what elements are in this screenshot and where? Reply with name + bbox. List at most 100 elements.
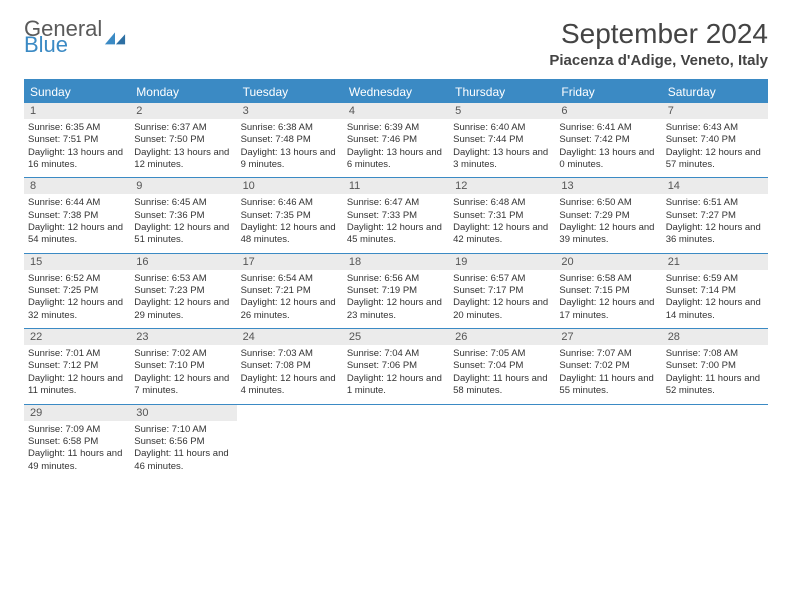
- day-number: 9: [130, 178, 236, 194]
- day-number: 5: [449, 103, 555, 119]
- day-details: Sunrise: 6:48 AM Sunset: 7:31 PM Dayligh…: [449, 194, 555, 252]
- day-details: Sunrise: 7:09 AM Sunset: 6:58 PM Dayligh…: [24, 421, 130, 479]
- logo: General Blue: [24, 18, 126, 56]
- header: General Blue September 2024 Piacenza d'A…: [24, 18, 768, 69]
- day-number: 23: [130, 329, 236, 345]
- calendar-day: 1Sunrise: 6:35 AM Sunset: 7:51 PM Daylig…: [24, 103, 130, 177]
- day-number: 13: [555, 178, 661, 194]
- calendar-day: ..: [662, 405, 768, 479]
- day-number: 6: [555, 103, 661, 119]
- weekday-label: Wednesday: [343, 81, 449, 103]
- day-details: Sunrise: 6:58 AM Sunset: 7:15 PM Dayligh…: [555, 270, 661, 328]
- day-details: Sunrise: 7:08 AM Sunset: 7:00 PM Dayligh…: [662, 345, 768, 403]
- day-number: 3: [237, 103, 343, 119]
- day-number: 8: [24, 178, 130, 194]
- calendar-day: 26Sunrise: 7:05 AM Sunset: 7:04 PM Dayli…: [449, 329, 555, 403]
- day-number: 7: [662, 103, 768, 119]
- weekday-row: SundayMondayTuesdayWednesdayThursdayFrid…: [24, 81, 768, 103]
- day-details: Sunrise: 6:37 AM Sunset: 7:50 PM Dayligh…: [130, 119, 236, 177]
- weekday-label: Thursday: [449, 81, 555, 103]
- calendar-day: 4Sunrise: 6:39 AM Sunset: 7:46 PM Daylig…: [343, 103, 449, 177]
- day-number: 19: [449, 254, 555, 270]
- day-number: 17: [237, 254, 343, 270]
- day-details: Sunrise: 6:59 AM Sunset: 7:14 PM Dayligh…: [662, 270, 768, 328]
- calendar-week: 8Sunrise: 6:44 AM Sunset: 7:38 PM Daylig…: [24, 178, 768, 253]
- day-details: Sunrise: 6:46 AM Sunset: 7:35 PM Dayligh…: [237, 194, 343, 252]
- day-details: Sunrise: 7:07 AM Sunset: 7:02 PM Dayligh…: [555, 345, 661, 403]
- day-details: Sunrise: 7:03 AM Sunset: 7:08 PM Dayligh…: [237, 345, 343, 403]
- calendar-day: 21Sunrise: 6:59 AM Sunset: 7:14 PM Dayli…: [662, 254, 768, 328]
- day-number: 16: [130, 254, 236, 270]
- day-details: Sunrise: 6:47 AM Sunset: 7:33 PM Dayligh…: [343, 194, 449, 252]
- day-details: Sunrise: 6:51 AM Sunset: 7:27 PM Dayligh…: [662, 194, 768, 252]
- calendar-day: 30Sunrise: 7:10 AM Sunset: 6:56 PM Dayli…: [130, 405, 236, 479]
- calendar-day: 19Sunrise: 6:57 AM Sunset: 7:17 PM Dayli…: [449, 254, 555, 328]
- day-details: Sunrise: 6:56 AM Sunset: 7:19 PM Dayligh…: [343, 270, 449, 328]
- calendar-day: 18Sunrise: 6:56 AM Sunset: 7:19 PM Dayli…: [343, 254, 449, 328]
- calendar-day: ..: [343, 405, 449, 479]
- weekday-label: Monday: [130, 81, 236, 103]
- day-number: 29: [24, 405, 130, 421]
- calendar-day: 28Sunrise: 7:08 AM Sunset: 7:00 PM Dayli…: [662, 329, 768, 403]
- location: Piacenza d'Adige, Veneto, Italy: [549, 52, 768, 69]
- day-details: Sunrise: 6:41 AM Sunset: 7:42 PM Dayligh…: [555, 119, 661, 177]
- day-number: 1: [24, 103, 130, 119]
- title-block: September 2024 Piacenza d'Adige, Veneto,…: [549, 18, 768, 69]
- calendar-day: 15Sunrise: 6:52 AM Sunset: 7:25 PM Dayli…: [24, 254, 130, 328]
- calendar-day: 8Sunrise: 6:44 AM Sunset: 7:38 PM Daylig…: [24, 178, 130, 252]
- calendar-week: 22Sunrise: 7:01 AM Sunset: 7:12 PM Dayli…: [24, 329, 768, 404]
- calendar-day: 3Sunrise: 6:38 AM Sunset: 7:48 PM Daylig…: [237, 103, 343, 177]
- day-number: 25: [343, 329, 449, 345]
- day-details: Sunrise: 6:52 AM Sunset: 7:25 PM Dayligh…: [24, 270, 130, 328]
- day-number: 20: [555, 254, 661, 270]
- calendar-week: 1Sunrise: 6:35 AM Sunset: 7:51 PM Daylig…: [24, 103, 768, 178]
- day-number: 30: [130, 405, 236, 421]
- day-details: Sunrise: 6:39 AM Sunset: 7:46 PM Dayligh…: [343, 119, 449, 177]
- calendar-day: 10Sunrise: 6:46 AM Sunset: 7:35 PM Dayli…: [237, 178, 343, 252]
- month-title: September 2024: [549, 18, 768, 50]
- calendar: SundayMondayTuesdayWednesdayThursdayFrid…: [24, 79, 768, 479]
- weekday-label: Friday: [555, 81, 661, 103]
- calendar-day: 9Sunrise: 6:45 AM Sunset: 7:36 PM Daylig…: [130, 178, 236, 252]
- logo-text: General Blue: [24, 18, 102, 56]
- calendar-day: ..: [555, 405, 661, 479]
- day-details: Sunrise: 6:45 AM Sunset: 7:36 PM Dayligh…: [130, 194, 236, 252]
- day-details: Sunrise: 6:43 AM Sunset: 7:40 PM Dayligh…: [662, 119, 768, 177]
- calendar-day: 25Sunrise: 7:04 AM Sunset: 7:06 PM Dayli…: [343, 329, 449, 403]
- calendar-day: 22Sunrise: 7:01 AM Sunset: 7:12 PM Dayli…: [24, 329, 130, 403]
- logo-icon: [104, 28, 126, 46]
- calendar-day: 29Sunrise: 7:09 AM Sunset: 6:58 PM Dayli…: [24, 405, 130, 479]
- calendar-day: 6Sunrise: 6:41 AM Sunset: 7:42 PM Daylig…: [555, 103, 661, 177]
- calendar-day: 20Sunrise: 6:58 AM Sunset: 7:15 PM Dayli…: [555, 254, 661, 328]
- day-number: 11: [343, 178, 449, 194]
- calendar-week: 15Sunrise: 6:52 AM Sunset: 7:25 PM Dayli…: [24, 254, 768, 329]
- day-details: Sunrise: 7:10 AM Sunset: 6:56 PM Dayligh…: [130, 421, 236, 479]
- calendar-weeks: 1Sunrise: 6:35 AM Sunset: 7:51 PM Daylig…: [24, 103, 768, 479]
- calendar-week: 29Sunrise: 7:09 AM Sunset: 6:58 PM Dayli…: [24, 405, 768, 479]
- calendar-day: 23Sunrise: 7:02 AM Sunset: 7:10 PM Dayli…: [130, 329, 236, 403]
- day-details: Sunrise: 6:50 AM Sunset: 7:29 PM Dayligh…: [555, 194, 661, 252]
- calendar-day: 7Sunrise: 6:43 AM Sunset: 7:40 PM Daylig…: [662, 103, 768, 177]
- calendar-day: ..: [237, 405, 343, 479]
- calendar-day: 27Sunrise: 7:07 AM Sunset: 7:02 PM Dayli…: [555, 329, 661, 403]
- day-number: 12: [449, 178, 555, 194]
- calendar-day: 24Sunrise: 7:03 AM Sunset: 7:08 PM Dayli…: [237, 329, 343, 403]
- day-details: Sunrise: 7:02 AM Sunset: 7:10 PM Dayligh…: [130, 345, 236, 403]
- day-number: 15: [24, 254, 130, 270]
- calendar-day: 14Sunrise: 6:51 AM Sunset: 7:27 PM Dayli…: [662, 178, 768, 252]
- day-number: 10: [237, 178, 343, 194]
- calendar-day: 12Sunrise: 6:48 AM Sunset: 7:31 PM Dayli…: [449, 178, 555, 252]
- calendar-day: 13Sunrise: 6:50 AM Sunset: 7:29 PM Dayli…: [555, 178, 661, 252]
- calendar-day: 16Sunrise: 6:53 AM Sunset: 7:23 PM Dayli…: [130, 254, 236, 328]
- weekday-label: Saturday: [662, 81, 768, 103]
- calendar-day: 17Sunrise: 6:54 AM Sunset: 7:21 PM Dayli…: [237, 254, 343, 328]
- day-details: Sunrise: 6:38 AM Sunset: 7:48 PM Dayligh…: [237, 119, 343, 177]
- day-number: 18: [343, 254, 449, 270]
- calendar-day: 5Sunrise: 6:40 AM Sunset: 7:44 PM Daylig…: [449, 103, 555, 177]
- day-number: 27: [555, 329, 661, 345]
- weekday-label: Tuesday: [237, 81, 343, 103]
- day-number: 14: [662, 178, 768, 194]
- day-details: Sunrise: 6:40 AM Sunset: 7:44 PM Dayligh…: [449, 119, 555, 177]
- day-details: Sunrise: 6:53 AM Sunset: 7:23 PM Dayligh…: [130, 270, 236, 328]
- calendar-day: 2Sunrise: 6:37 AM Sunset: 7:50 PM Daylig…: [130, 103, 236, 177]
